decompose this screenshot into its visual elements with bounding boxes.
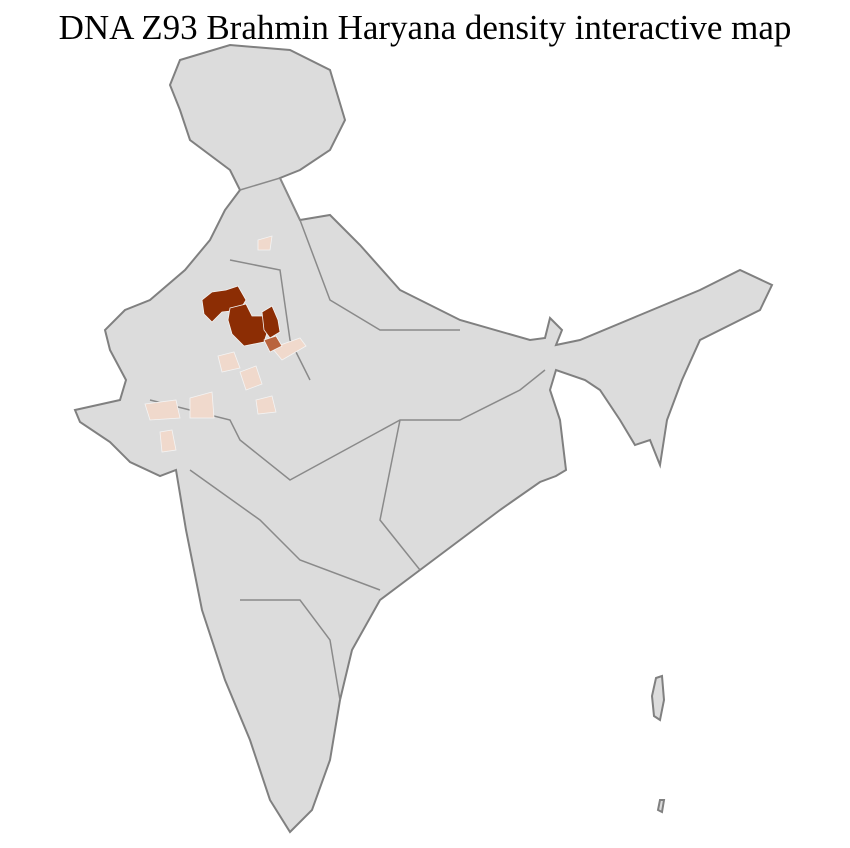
map-title: DNA Z93 Brahmin Haryana density interact… xyxy=(58,8,792,47)
state-borders xyxy=(149,177,546,701)
high-density-districts[interactable] xyxy=(201,285,281,347)
india-outline[interactable] xyxy=(73,43,774,834)
andaman-islands xyxy=(650,674,666,814)
medium-density-district[interactable] xyxy=(263,335,283,353)
